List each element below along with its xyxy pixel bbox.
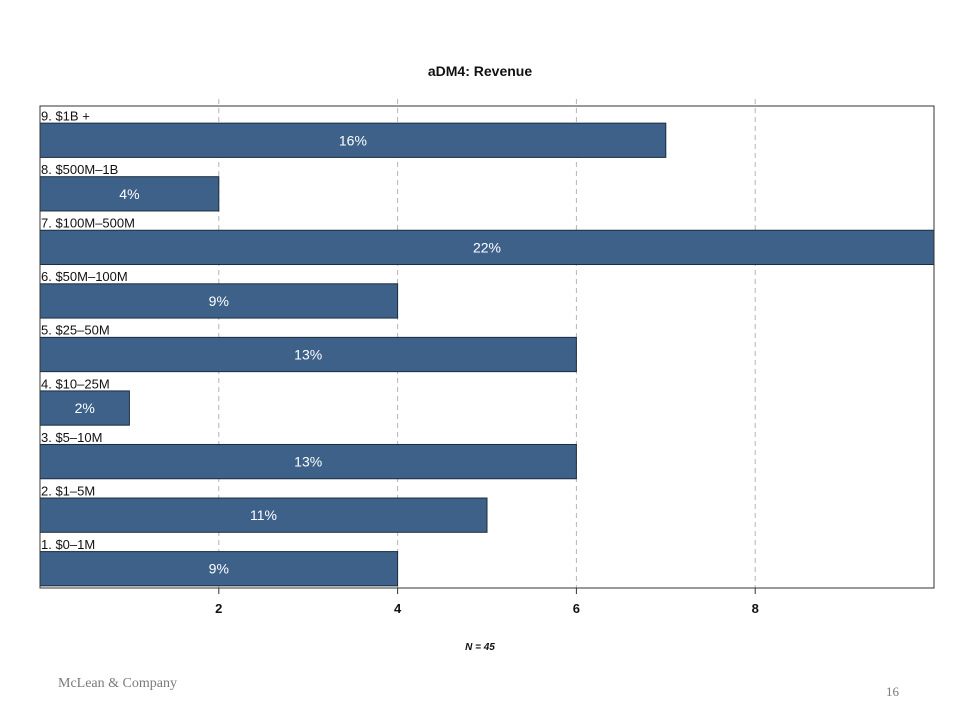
x-tick-label: 6 [573, 601, 580, 616]
x-axis-ticks: 2 4 6 8 [215, 588, 759, 616]
category-label: 5. $25–50M [41, 323, 110, 338]
data-label: 16% [339, 132, 367, 148]
category-label: 7. $100M–500M [41, 216, 135, 231]
data-label: 13% [294, 346, 322, 362]
category-label: 9. $1B + [41, 109, 90, 124]
plot-frame [39, 105, 935, 589]
category-label: 4. $10–25M [41, 376, 110, 391]
data-labels: 16% 4% 22% 9% 13% 2% 13% 11% 9% [75, 132, 501, 576]
category-label: 2. $1–5M [41, 483, 95, 498]
data-label: 22% [473, 239, 501, 255]
x-tick-label: 8 [752, 601, 759, 616]
data-label: 4% [119, 186, 139, 202]
bar [39, 551, 399, 587]
data-label: 9% [209, 293, 229, 309]
chart-title: aDM4: Revenue [427, 63, 533, 79]
category-labels: 9. $1B + 8. $500M–1B 7. $100M–500M 6. $50M–… [41, 109, 135, 552]
bar [39, 497, 488, 533]
bar [39, 176, 220, 212]
x-tick-label: 4 [394, 601, 402, 616]
category-label: 1. $0–1M [41, 537, 95, 552]
data-label: 13% [294, 454, 322, 470]
category-label: 6. $50M–100M [41, 269, 128, 284]
page-number: 16 [886, 684, 899, 699]
category-label: 8. $500M–1B [41, 162, 118, 177]
footer-company-name: McLean & Company [58, 676, 177, 691]
bars [39, 122, 935, 587]
data-label: 11% [250, 507, 277, 523]
data-label: 9% [209, 561, 229, 577]
data-label: 2% [75, 400, 95, 416]
bar [39, 122, 667, 158]
category-label: 3. $5–10M [41, 430, 102, 445]
sample-size-note: N = 45 [465, 642, 495, 653]
x-tick-label: 2 [215, 601, 222, 616]
